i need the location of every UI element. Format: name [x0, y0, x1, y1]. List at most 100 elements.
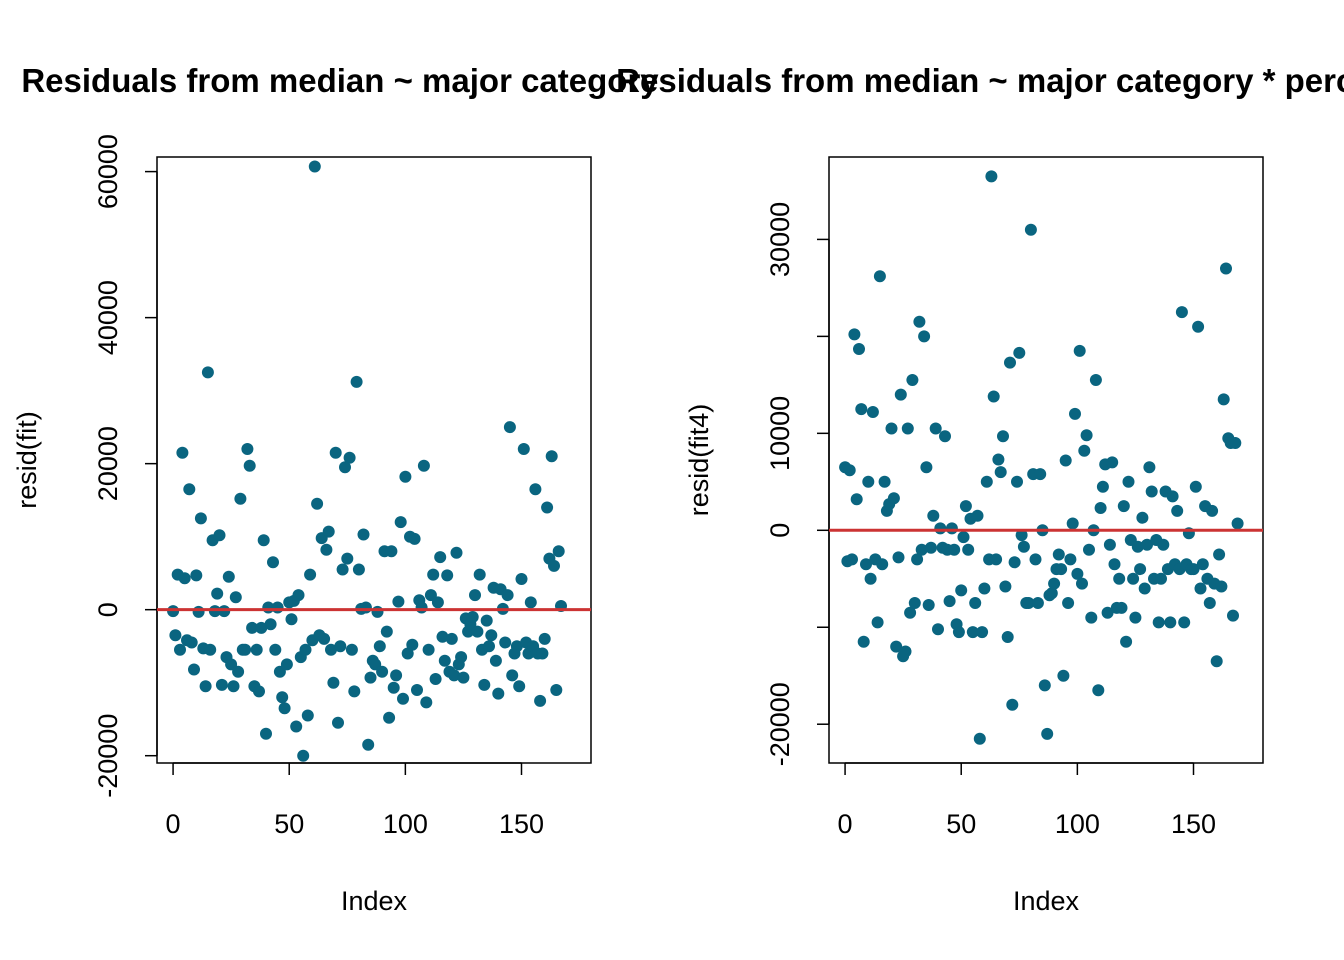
data-point [1004, 356, 1016, 369]
plot-frame [156, 156, 592, 764]
data-point [925, 541, 937, 554]
data-point [1062, 597, 1075, 609]
data-point [969, 597, 982, 609]
data-point [1101, 606, 1114, 619]
data-point [1131, 540, 1144, 553]
data-point [904, 606, 917, 619]
data-point [1085, 611, 1098, 624]
data-point [999, 580, 1012, 593]
x-tick-label: 0 [166, 809, 181, 839]
data-point [408, 532, 421, 545]
data-point [169, 629, 182, 642]
data-point [364, 671, 377, 684]
plot-frame [828, 156, 1264, 764]
data-point [943, 595, 956, 608]
data-point [850, 493, 863, 506]
data-point [885, 422, 898, 435]
data-point [1189, 480, 1202, 493]
panel-resid-fit: Residuals from median ~ major category 0… [12, 62, 659, 916]
data-point [385, 545, 398, 558]
data-point [1152, 616, 1165, 629]
data-points [839, 170, 1244, 745]
data-point [1138, 582, 1151, 595]
y-axis: -20000 0 20000 40000 60000 [93, 134, 158, 798]
data-point [848, 328, 861, 341]
data-point [510, 640, 523, 653]
data-point [959, 500, 972, 513]
data-point [239, 643, 252, 656]
data-point [1001, 631, 1014, 643]
data-point [457, 671, 470, 684]
data-point [945, 522, 958, 535]
x-axis: 0 50 100 150 [838, 762, 1216, 839]
data-point [1083, 543, 1095, 556]
data-point [466, 611, 479, 623]
data-point [211, 587, 224, 600]
data-point [267, 556, 279, 569]
y-tick-label: 0 [93, 602, 123, 617]
data-point [1031, 597, 1044, 609]
data-point [866, 406, 879, 418]
x-tick-label: 100 [1055, 809, 1100, 839]
data-point [1078, 444, 1091, 457]
data-point [1034, 468, 1047, 481]
data-point [280, 658, 293, 671]
data-point [1089, 374, 1102, 386]
data-point [920, 461, 933, 474]
data-point [997, 430, 1009, 443]
data-point [348, 685, 361, 698]
data-point [1103, 538, 1116, 551]
data-point [397, 692, 409, 705]
data-point [485, 629, 498, 642]
data-point [343, 451, 356, 464]
data-point [952, 626, 965, 639]
data-point [871, 616, 884, 629]
data-point [501, 589, 514, 602]
data-point [1066, 517, 1079, 530]
data-point [489, 654, 502, 667]
data-point [1015, 529, 1028, 542]
data-point [246, 621, 259, 634]
data-point [234, 492, 247, 505]
data-point [864, 572, 877, 585]
data-point [524, 596, 537, 609]
data-point [503, 421, 516, 434]
data-point [455, 651, 468, 664]
data-point [1022, 597, 1035, 609]
data-point [1055, 563, 1068, 576]
data-point [1094, 502, 1107, 514]
data-point [308, 160, 321, 173]
data-point [934, 522, 947, 535]
data-point [1115, 601, 1128, 614]
data-point [222, 570, 235, 583]
data-point [227, 680, 240, 693]
data-point [427, 568, 440, 581]
data-point [515, 573, 528, 585]
data-point [241, 443, 254, 455]
data-point [506, 669, 519, 682]
y-tick-label: 40000 [93, 280, 123, 355]
data-point [901, 422, 914, 435]
data-point [1192, 320, 1205, 333]
data-point [492, 687, 505, 700]
data-point [422, 643, 435, 656]
data-point [529, 483, 542, 496]
data-point [450, 546, 463, 559]
data-point [297, 749, 310, 762]
y-tick-label: 10000 [765, 396, 795, 471]
data-point [1013, 346, 1026, 359]
panel-title: Residuals from median ~ major category *… [616, 62, 1344, 99]
data-point [966, 626, 979, 639]
data-point [978, 582, 991, 595]
data-point [278, 702, 291, 715]
data-point [390, 669, 403, 682]
data-point [1210, 655, 1223, 668]
data-point [448, 669, 461, 682]
data-point [955, 584, 968, 597]
data-point [548, 559, 560, 572]
data-point [380, 625, 393, 638]
data-point [215, 678, 228, 691]
data-point [1141, 538, 1153, 551]
y-tick-label: -20000 [93, 714, 123, 798]
